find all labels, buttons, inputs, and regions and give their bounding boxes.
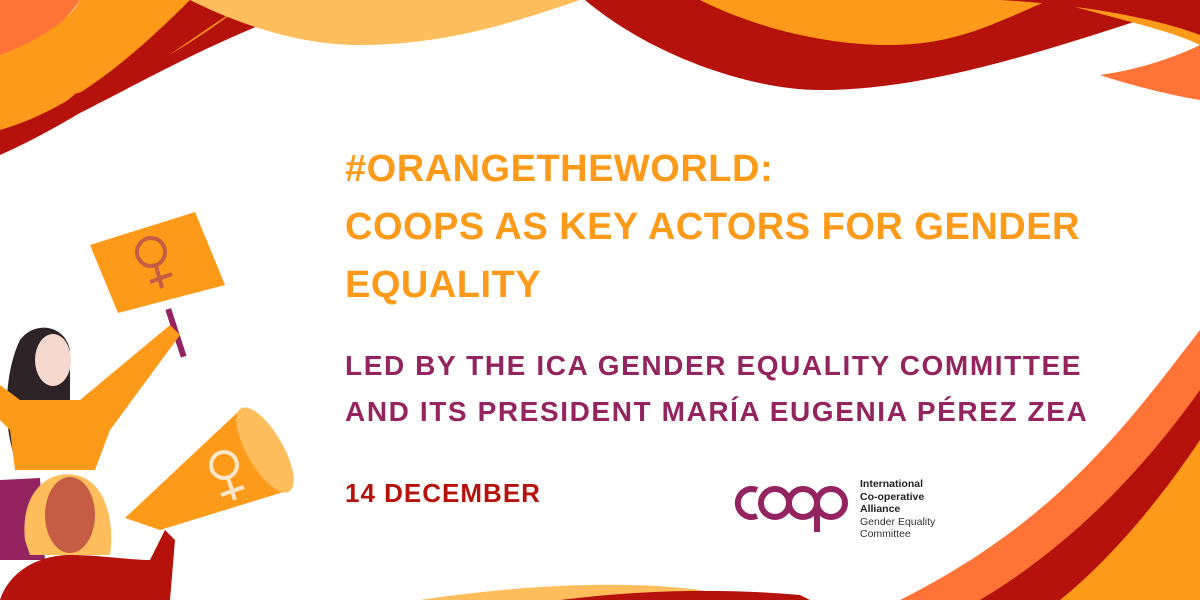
female-symbol-icon (209, 450, 245, 501)
subheadline-line: and its President María Eugenia Pérez Ze… (345, 396, 1089, 427)
megaphone-icon (125, 407, 294, 530)
headline-line: Coops as key actors for gender (345, 206, 1080, 248)
female-symbol-icon (135, 236, 173, 289)
logo-committee-line: Committee (860, 528, 911, 540)
woman-with-sign (0, 325, 180, 560)
event-date: 14 December (345, 478, 541, 508)
ica-gender-equality-logo: International Co-operative Alliance Gend… (727, 478, 935, 541)
woman-with-megaphone (0, 474, 175, 600)
logo-committee-line: Gender Equality (860, 515, 936, 528)
protest-sign-icon (90, 212, 225, 358)
subheadline: Led by the ICA Gender Equality Committee… (345, 343, 1088, 435)
logo-org-line: Alliance (860, 503, 901, 515)
headline-line: equality (345, 264, 542, 306)
logo-org-line: Co-operative (860, 490, 925, 503)
coop-wordmark-logo (734, 486, 848, 532)
headline-line: #OrangeTheWorld: (345, 148, 774, 190)
logo-org-line: International (860, 478, 924, 490)
subheadline-line: Led by the ICA Gender Equality Committee (345, 350, 1083, 381)
logo-text: International Co-operative Alliance Gend… (860, 478, 935, 541)
headline: #OrangeTheWorld: Coops as key actors for… (345, 140, 1080, 314)
